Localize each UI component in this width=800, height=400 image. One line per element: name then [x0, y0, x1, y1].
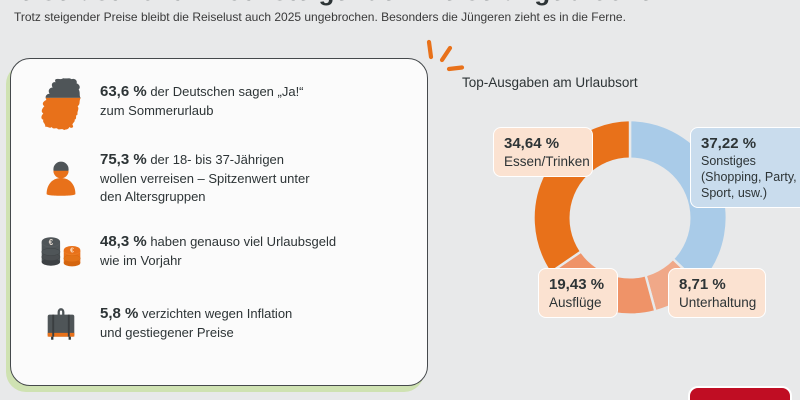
- svg-text:€: €: [49, 238, 54, 247]
- svg-text:€: €: [70, 247, 74, 254]
